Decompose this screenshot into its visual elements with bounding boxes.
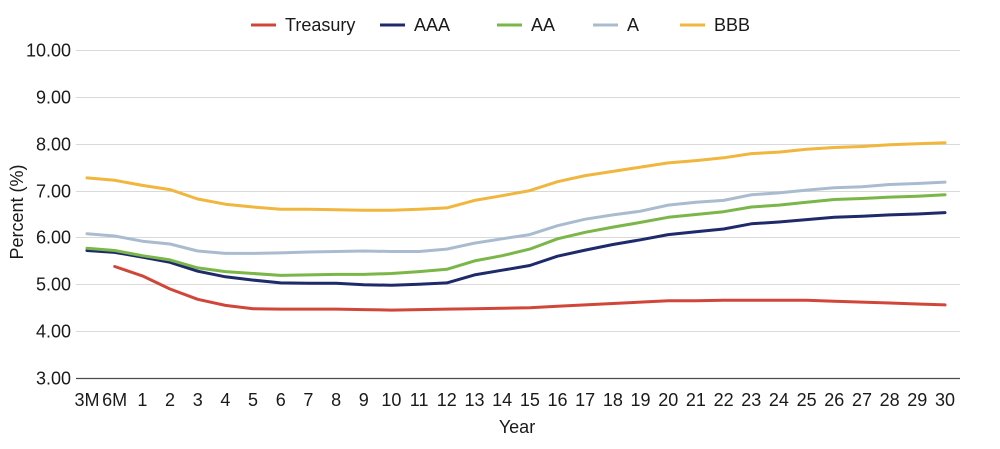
legend-item-aa: AA <box>497 15 555 35</box>
x-tick-label: 25 <box>797 390 817 410</box>
x-tick-label: 22 <box>714 390 734 410</box>
legend-label: BBB <box>714 15 750 35</box>
legend-label: Treasury <box>285 15 355 35</box>
x-tick-labels: 3M 6M 1 2 3 4 5 6 7 8 9 10 11 12 13 14 15 16 17 18 19 20 21 22 2… <box>74 390 955 410</box>
x-tick-label: 20 <box>658 390 678 410</box>
legend-item-aaa: AAA <box>380 15 450 35</box>
x-tick-label: 21 <box>686 390 706 410</box>
y-tick-label: 4.00 <box>36 322 71 342</box>
y-tick-label: 10.00 <box>26 41 71 61</box>
series-line-bbb <box>85 141 947 212</box>
x-tick-label: 13 <box>464 390 484 410</box>
series-line-aaa <box>85 211 947 287</box>
legend-label: A <box>627 15 639 35</box>
x-tick-label: 7 <box>303 390 313 410</box>
series-line-a <box>85 180 947 255</box>
legend-label: AA <box>531 15 555 35</box>
x-tick-label: 19 <box>631 390 651 410</box>
x-tick-label: 6 <box>276 390 286 410</box>
x-tick-label: 15 <box>520 390 540 410</box>
legend-label: AAA <box>414 15 450 35</box>
x-tick-label: 11 <box>410 390 429 410</box>
legend-item-a: A <box>593 15 639 35</box>
x-tick-label: 23 <box>741 390 761 410</box>
y-tick-label: 8.00 <box>36 135 71 155</box>
y-tick-label: 3.00 <box>36 369 71 389</box>
x-tick-label: 28 <box>880 390 900 410</box>
x-tick-label: 4 <box>220 390 230 410</box>
x-tick-label: 18 <box>603 390 623 410</box>
x-tick-label: 1 <box>137 390 147 410</box>
x-tick-label: 30 <box>935 390 955 410</box>
x-axis-title: Year <box>499 417 535 437</box>
x-tick-label: 24 <box>769 390 789 410</box>
x-tick-label: 26 <box>824 390 844 410</box>
y-tick-label: 5.00 <box>36 275 71 295</box>
x-tick-label: 3M <box>74 390 99 410</box>
series-line-aa <box>85 193 947 277</box>
series-lines <box>85 141 947 312</box>
x-tick-label: 5 <box>248 390 258 410</box>
x-tick-label: 3 <box>193 390 203 410</box>
legend-item-bbb: BBB <box>680 15 750 35</box>
x-tick-label: 27 <box>852 390 872 410</box>
gridlines <box>76 50 960 332</box>
series-line-treasury <box>113 265 947 312</box>
x-tick-label: 9 <box>359 390 369 410</box>
x-tick-label: 10 <box>381 390 401 410</box>
x-tick-label: 17 <box>575 390 595 410</box>
y-tick-labels: 3.00 4.00 5.00 6.00 7.00 8.00 9.00 10.00 <box>26 41 71 389</box>
y-tick-label: 7.00 <box>36 182 71 202</box>
y-tick-label: 9.00 <box>36 88 71 108</box>
legend-item-treasury: Treasury <box>251 15 355 35</box>
x-tick-label: 14 <box>492 390 512 410</box>
x-tick-label: 16 <box>548 390 568 410</box>
x-tick-label: 6M <box>102 390 127 410</box>
y-axis-title: Percent (%) <box>7 164 27 259</box>
x-tick-label: 29 <box>907 390 927 410</box>
x-tick-label: 8 <box>331 390 341 410</box>
x-tick-label: 12 <box>437 390 457 410</box>
y-tick-label: 6.00 <box>36 228 71 248</box>
x-tick-label: 2 <box>165 390 175 410</box>
legend: Treasury AAA AA A BBB <box>251 15 750 35</box>
